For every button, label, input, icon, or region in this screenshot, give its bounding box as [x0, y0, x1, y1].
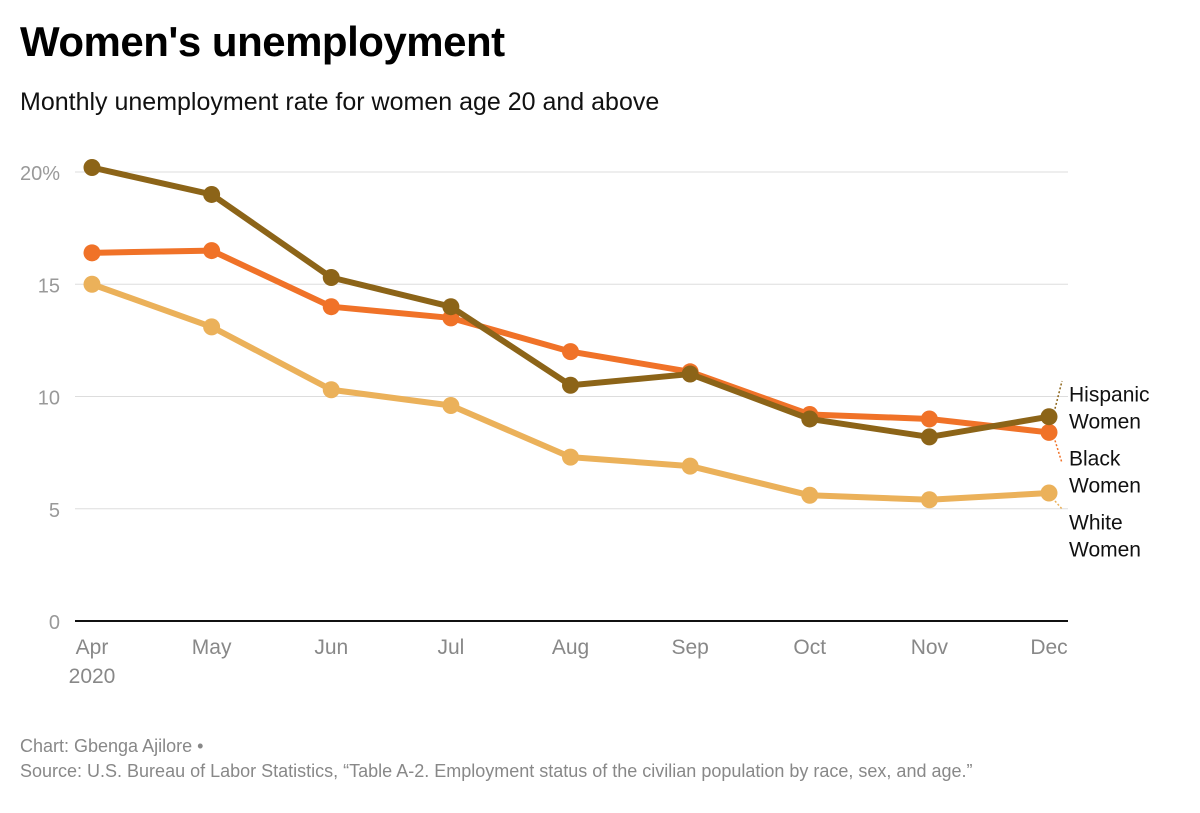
- x-tick-label: Dec: [1030, 636, 1067, 659]
- x-tick-label: Aug: [552, 636, 589, 659]
- x-tick-label: Apr: [76, 636, 109, 659]
- y-tick-label: 0: [49, 612, 60, 634]
- series-label-hispanic-women: Women: [1069, 410, 1141, 433]
- x-tick-label: May: [192, 636, 232, 659]
- data-point-white-women: [1040, 484, 1058, 502]
- data-point-white-women: [801, 486, 819, 504]
- data-point-black-women: [562, 343, 579, 361]
- data-point-white-women: [322, 381, 340, 399]
- series-label-black-women: Women: [1069, 474, 1141, 497]
- y-tick-label: 20%: [20, 163, 60, 185]
- data-point-hispanic-women: [322, 269, 340, 287]
- data-point-black-women: [920, 410, 938, 428]
- chart-source: Source: U.S. Bureau of Labor Statistics,…: [20, 761, 973, 781]
- data-point-white-women: [681, 457, 699, 475]
- data-point-hispanic-women: [801, 410, 819, 428]
- data-point-white-women: [442, 396, 460, 414]
- series-label-white-women: White: [1069, 511, 1123, 534]
- data-point-white-women: [920, 491, 938, 509]
- series-label-black-women: Black: [1069, 447, 1121, 470]
- x-tick-year-label: 2020: [69, 665, 116, 688]
- series-label-hispanic-women: Hispanic: [1069, 383, 1150, 406]
- data-point-hispanic-women: [203, 185, 221, 203]
- data-point-black-women: [1040, 423, 1058, 441]
- y-tick-label: 10: [38, 388, 60, 410]
- chart-subtitle: Monthly unemployment rate for women age …: [20, 88, 660, 116]
- data-point-hispanic-women: [1040, 408, 1058, 426]
- data-point-hispanic-women: [442, 298, 460, 316]
- chart-credit: Chart: Gbenga Ajilore •: [20, 736, 204, 756]
- series-leader-hispanic-women: [1054, 380, 1063, 409]
- data-point-hispanic-women: [920, 428, 938, 446]
- x-tick-label: Sep: [671, 636, 708, 659]
- data-point-black-women: [83, 244, 101, 262]
- y-tick-label: 15: [38, 275, 60, 297]
- x-tick-label: Oct: [793, 636, 826, 659]
- x-tick-label: Nov: [911, 636, 949, 659]
- chart-title: Women's unemployment: [20, 18, 505, 65]
- series-leader-black-women: [1054, 440, 1063, 464]
- data-point-white-women: [203, 318, 221, 336]
- x-tick-label: Jul: [437, 636, 464, 659]
- series-label-white-women: Women: [1069, 538, 1141, 561]
- data-point-black-women: [322, 298, 340, 316]
- data-point-hispanic-women: [83, 159, 101, 177]
- series-leader-white-women: [1054, 500, 1063, 510]
- data-point-black-women: [203, 242, 221, 260]
- data-point-white-women: [83, 275, 101, 293]
- data-point-hispanic-women: [562, 376, 579, 394]
- data-point-hispanic-women: [681, 365, 699, 383]
- data-point-white-women: [562, 448, 579, 466]
- y-tick-label: 5: [49, 500, 60, 522]
- x-tick-label: Jun: [314, 636, 348, 659]
